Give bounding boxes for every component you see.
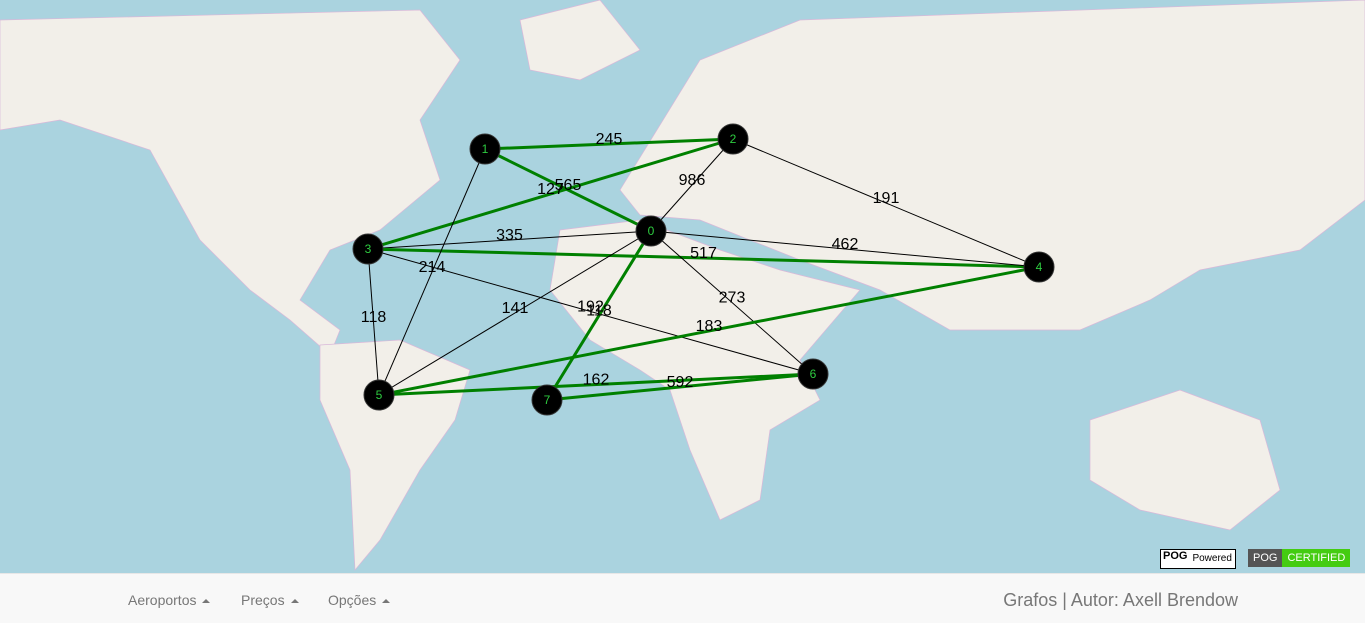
node bbox=[363, 379, 395, 411]
edge-weight: 462 bbox=[832, 236, 859, 253]
graph-canvas: 2455651279861913355174621921182141412731… bbox=[0, 0, 1365, 571]
menu-precos[interactable]: Preços bbox=[241, 592, 299, 608]
edge-weight: 162 bbox=[583, 372, 610, 389]
edge bbox=[367, 248, 380, 396]
navbar-brand[interactable]: Grafos | Autor: Axell Brendow bbox=[1003, 590, 1238, 610]
node-label: 6 bbox=[810, 367, 817, 381]
edge bbox=[378, 265, 1040, 397]
edge-weight: 141 bbox=[502, 300, 529, 317]
land bbox=[0, 0, 1365, 571]
node-label: 4 bbox=[1036, 260, 1043, 274]
node bbox=[1023, 251, 1055, 283]
node bbox=[352, 233, 384, 265]
node bbox=[797, 358, 829, 390]
edge-weight: 565 bbox=[555, 177, 582, 194]
edge bbox=[650, 230, 814, 375]
edge-weight: 191 bbox=[873, 190, 900, 207]
node-label: 2 bbox=[730, 132, 737, 146]
edge bbox=[367, 230, 652, 250]
node bbox=[469, 133, 501, 165]
map: 245 565 127 986 191 335 517 462 192 118 214 141 273 1… bbox=[0, 0, 1365, 573]
edge bbox=[367, 248, 814, 375]
edge-weight: 335 bbox=[496, 227, 523, 244]
edge bbox=[546, 372, 814, 402]
navbar: Aeroportos Preços Opções Grafos | Autor:… bbox=[0, 573, 1365, 623]
node-label: 5 bbox=[376, 388, 383, 402]
node-label: 7 bbox=[544, 393, 551, 407]
edge-weight: 183 bbox=[696, 318, 723, 335]
edge-weight: 273 bbox=[719, 290, 746, 307]
node-label: 0 bbox=[648, 224, 655, 238]
edge bbox=[650, 138, 734, 232]
edge-weight: 192 bbox=[577, 299, 604, 316]
edge bbox=[367, 247, 1040, 269]
edge-weight: 517 bbox=[690, 245, 717, 262]
edge bbox=[378, 372, 814, 397]
edge bbox=[484, 137, 734, 151]
edge-weight: 214 bbox=[419, 259, 446, 276]
edge-weight: 118 bbox=[361, 309, 387, 326]
node bbox=[531, 384, 563, 416]
edge bbox=[650, 230, 1040, 268]
edge bbox=[367, 137, 734, 251]
badge-brand: POG bbox=[1248, 549, 1283, 567]
node bbox=[635, 215, 667, 247]
node bbox=[717, 123, 749, 155]
pog-powered-badge: POG Powered bbox=[1160, 549, 1236, 569]
badge-text: CERTIFIED bbox=[1282, 549, 1351, 567]
edge-weight: 127 bbox=[537, 181, 564, 198]
edge-weight: 245 bbox=[596, 131, 623, 148]
badge-brand: POG bbox=[1163, 550, 1188, 562]
edge bbox=[545, 230, 653, 401]
badge-text: Powered bbox=[1192, 553, 1232, 564]
edge-weight: 592 bbox=[667, 374, 694, 391]
edge-weight: 118 bbox=[586, 303, 612, 320]
menu-opcoes[interactable]: Opções bbox=[328, 592, 390, 608]
edge bbox=[378, 230, 652, 396]
edge-weight: 986 bbox=[679, 172, 706, 189]
menu-aeroportos[interactable]: Aeroportos bbox=[128, 592, 210, 608]
edge bbox=[732, 138, 1040, 268]
pog-certified-badge: POG CERTIFIED bbox=[1248, 549, 1351, 567]
node-label: 1 bbox=[482, 142, 489, 156]
node-label: 3 bbox=[365, 242, 372, 256]
edge bbox=[378, 148, 486, 396]
